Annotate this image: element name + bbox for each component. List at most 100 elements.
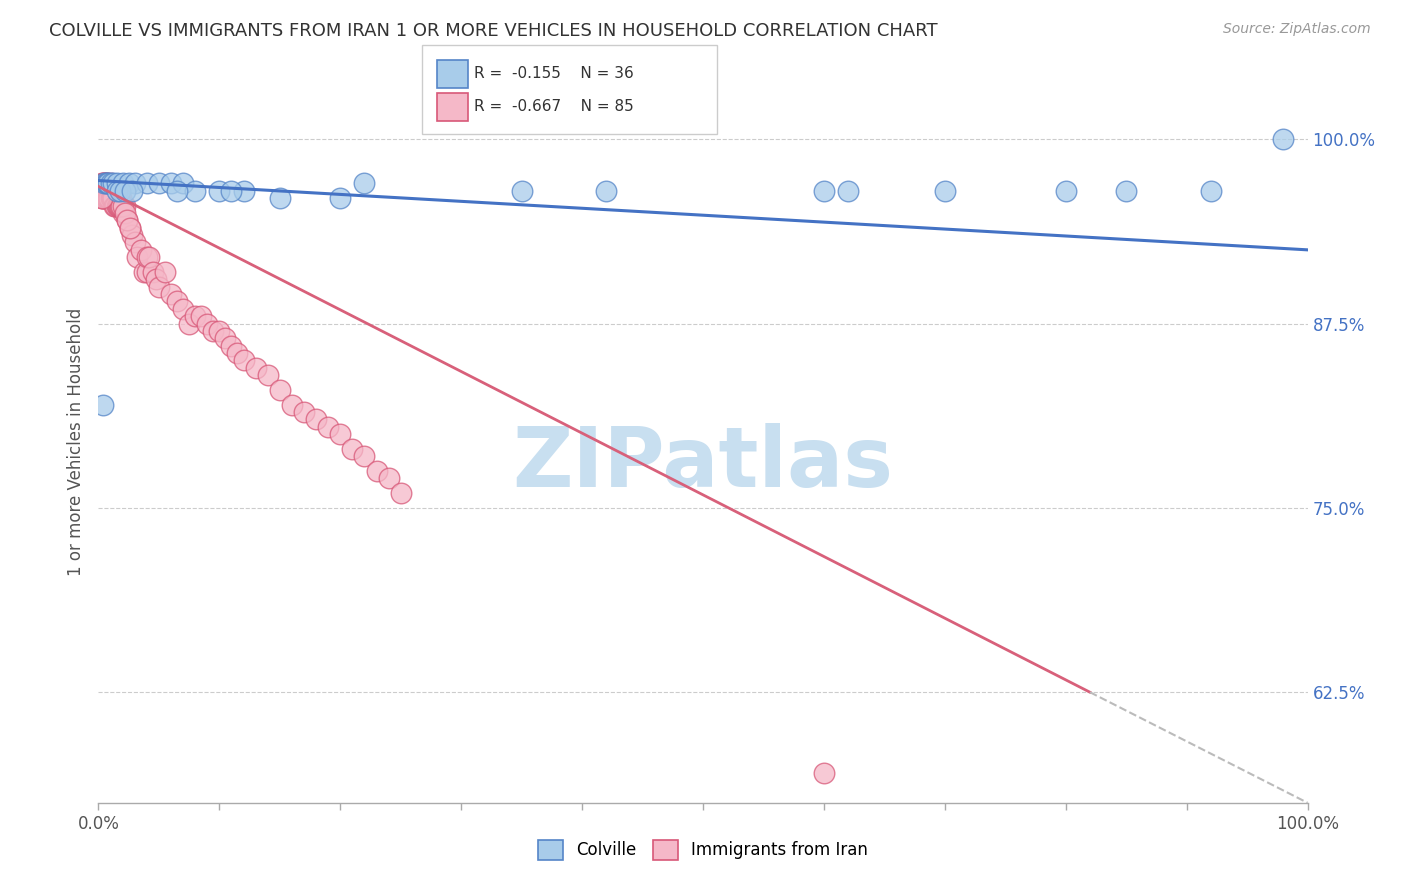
Point: [172, 301, 194, 316]
Point: [93, 177, 115, 191]
Point: [232, 184, 254, 198]
Point: [226, 346, 249, 360]
Point: [96, 191, 118, 205]
Point: [104, 191, 127, 205]
Point: [221, 339, 243, 353]
Point: [111, 177, 134, 191]
Point: [124, 235, 146, 250]
Point: [221, 184, 243, 198]
Point: [93, 191, 115, 205]
Point: [110, 199, 132, 213]
Point: [105, 199, 128, 213]
Text: Source: ZipAtlas.com: Source: ZipAtlas.com: [1223, 22, 1371, 37]
Point: [91, 191, 114, 205]
Point: [108, 199, 131, 213]
Point: [96, 177, 118, 191]
Point: [145, 272, 167, 286]
Point: [184, 184, 207, 198]
Point: [1272, 132, 1295, 146]
Point: [135, 265, 157, 279]
Point: [100, 177, 122, 191]
Point: [103, 184, 125, 198]
Point: [94, 177, 117, 191]
Point: [214, 331, 236, 345]
Point: [190, 309, 212, 323]
Point: [96, 177, 118, 191]
Point: [138, 250, 160, 264]
Point: [121, 228, 143, 243]
Point: [108, 191, 131, 205]
Point: [124, 177, 146, 191]
Point: [166, 294, 188, 309]
Point: [100, 191, 122, 205]
Point: [245, 360, 267, 375]
Point: [91, 191, 114, 205]
Point: [129, 243, 152, 257]
Point: [98, 184, 121, 198]
Point: [94, 177, 117, 191]
Point: [105, 177, 128, 191]
Point: [148, 279, 170, 293]
Point: [160, 287, 183, 301]
Point: [100, 191, 122, 205]
Point: [121, 184, 143, 198]
Point: [232, 353, 254, 368]
Point: [389, 486, 412, 500]
Point: [366, 464, 388, 478]
Point: [107, 199, 129, 213]
Point: [329, 191, 352, 205]
Point: [184, 309, 207, 323]
Point: [1115, 184, 1137, 198]
Point: [117, 213, 139, 227]
Point: [269, 191, 291, 205]
Point: [114, 206, 136, 220]
Point: [134, 265, 156, 279]
Point: [117, 213, 139, 227]
Point: [377, 471, 399, 485]
Point: [510, 184, 533, 198]
Point: [142, 265, 165, 279]
Point: [153, 265, 176, 279]
Point: [172, 177, 194, 191]
Point: [256, 368, 278, 383]
Point: [111, 206, 134, 220]
Point: [104, 199, 127, 213]
Point: [91, 177, 114, 191]
Point: [353, 177, 375, 191]
Point: [118, 220, 141, 235]
Point: [93, 177, 115, 191]
Point: [118, 220, 141, 235]
Point: [100, 177, 122, 191]
Point: [269, 383, 291, 397]
Point: [114, 184, 136, 198]
Point: [107, 191, 129, 205]
Point: [813, 766, 835, 780]
Text: ZIPatlas: ZIPatlas: [513, 423, 893, 504]
Text: R =  -0.155    N = 36: R = -0.155 N = 36: [474, 66, 634, 80]
Point: [160, 177, 183, 191]
Point: [105, 184, 128, 198]
Point: [837, 184, 859, 198]
Point: [108, 191, 131, 205]
Point: [98, 191, 121, 205]
Point: [103, 199, 125, 213]
Point: [595, 184, 617, 198]
Point: [108, 199, 131, 213]
Point: [135, 250, 157, 264]
Point: [202, 324, 225, 338]
Point: [305, 412, 328, 426]
Point: [342, 442, 364, 456]
Point: [353, 450, 375, 464]
Point: [108, 184, 131, 198]
Point: [97, 177, 120, 191]
Point: [110, 191, 132, 205]
Text: COLVILLE VS IMMIGRANTS FROM IRAN 1 OR MORE VEHICLES IN HOUSEHOLD CORRELATION CHA: COLVILLE VS IMMIGRANTS FROM IRAN 1 OR MO…: [49, 22, 938, 40]
Point: [195, 317, 218, 331]
Point: [127, 250, 149, 264]
Point: [208, 324, 231, 338]
Point: [101, 184, 124, 198]
Point: [93, 177, 115, 191]
Point: [96, 177, 118, 191]
Point: [329, 427, 352, 442]
Text: R =  -0.667    N = 85: R = -0.667 N = 85: [474, 99, 634, 113]
